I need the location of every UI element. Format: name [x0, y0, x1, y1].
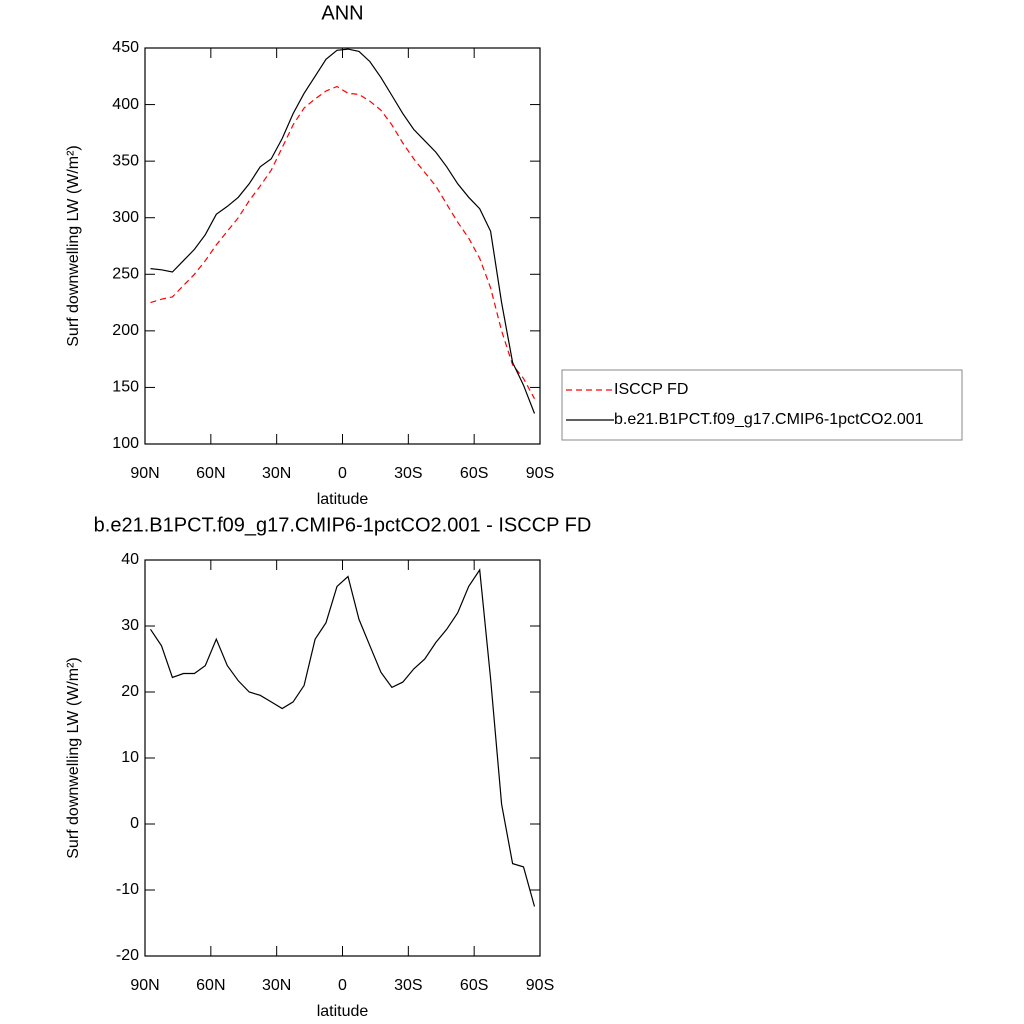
- x-tick-label: 90S: [526, 977, 554, 994]
- y-tick-label: 20: [121, 683, 139, 700]
- y-tick-label: 350: [112, 152, 139, 169]
- y-tick-label: 250: [112, 266, 139, 283]
- x-axis-label: latitude: [317, 1003, 369, 1020]
- x-tick-label: 90N: [130, 465, 159, 482]
- legend-label: ISCCP FD: [614, 381, 688, 398]
- x-tick-label: 30N: [262, 465, 291, 482]
- y-tick-label: 10: [121, 749, 139, 766]
- x-tick-label: 0: [338, 977, 347, 994]
- chart-title: ANN: [321, 2, 363, 24]
- x-tick-label: 0: [338, 465, 347, 482]
- y-axis-label: Surf downwelling LW (W/m²): [65, 145, 82, 347]
- y-tick-label: 200: [112, 322, 139, 339]
- data-line: [150, 568, 536, 907]
- y-tick-label: 400: [112, 96, 139, 113]
- x-tick-label: 30S: [394, 465, 422, 482]
- legend-label: b.e21.B1PCT.f09_g17.CMIP6-1pctCO2.001: [614, 411, 924, 428]
- y-tick-label: 0: [130, 815, 139, 832]
- x-axis-label: latitude: [317, 491, 369, 508]
- plot-frame: [144, 47, 541, 445]
- x-tick-label: 60N: [196, 977, 225, 994]
- x-tick-label: 30S: [394, 977, 422, 994]
- x-tick-label: 30N: [262, 977, 291, 994]
- legend-box: [561, 369, 963, 441]
- x-tick-label: 90S: [526, 465, 554, 482]
- plot-frame: [144, 559, 541, 957]
- data-line: [150, 85, 536, 399]
- y-tick-label: 300: [112, 209, 139, 226]
- x-tick-label: 60S: [460, 977, 488, 994]
- y-tick-label: 150: [112, 379, 139, 396]
- x-tick-label: 90N: [130, 977, 159, 994]
- y-tick-label: -20: [116, 947, 139, 964]
- y-tick-label: 40: [121, 551, 139, 568]
- y-tick-label: -10: [116, 881, 139, 898]
- x-tick-label: 60N: [196, 465, 225, 482]
- y-tick-label: 450: [112, 39, 139, 56]
- y-tick-label: 100: [112, 435, 139, 452]
- y-tick-label: 30: [121, 617, 139, 634]
- y-axis-label: Surf downwelling LW (W/m²): [65, 657, 82, 859]
- data-line: [150, 48, 536, 414]
- x-tick-label: 60S: [460, 465, 488, 482]
- chart-title: b.e21.B1PCT.f09_g17.CMIP6-1pctCO2.001 - …: [94, 514, 592, 536]
